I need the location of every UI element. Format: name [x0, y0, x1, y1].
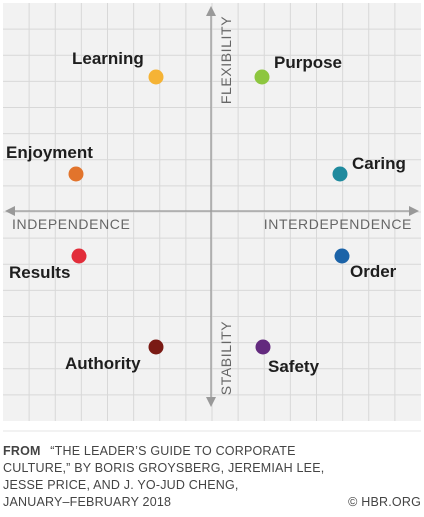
node-learning: Learning	[72, 49, 164, 85]
dot-authority	[148, 339, 164, 355]
arrow-down-icon	[206, 397, 216, 407]
label-enjoyment: Enjoyment	[6, 143, 93, 162]
axes	[5, 6, 419, 407]
node-caring: Caring	[332, 154, 406, 182]
node-order: Order	[334, 248, 397, 281]
axis-label-stability: STABILITY	[218, 321, 234, 395]
node-enjoyment: Enjoyment	[6, 143, 93, 182]
footer-line-4: JANUARY–FEBRUARY 2018	[3, 495, 171, 509]
footer-from: FROM	[3, 444, 41, 458]
dot-enjoyment	[68, 166, 84, 182]
node-results: Results	[9, 248, 87, 282]
node-purpose: Purpose	[254, 53, 342, 85]
node-authority: Authority	[65, 339, 164, 373]
node-safety: Safety	[255, 339, 320, 376]
label-safety: Safety	[268, 357, 320, 376]
svg-text:FROM “THE LEADER’S GUIDE: FROM “THE LEADER’S GUIDE TO CORPORATE	[3, 444, 296, 458]
dot-safety	[255, 339, 271, 355]
arrow-left-icon	[5, 206, 15, 216]
dot-learning	[148, 69, 164, 85]
label-learning: Learning	[72, 49, 144, 68]
dot-results	[71, 248, 87, 264]
dot-caring	[332, 166, 348, 182]
label-caring: Caring	[352, 154, 406, 173]
label-results: Results	[9, 263, 70, 282]
label-order: Order	[350, 262, 397, 281]
footer-line-2: CULTURE,” BY BORIS GROYSBERG, JEREMIAH L…	[3, 461, 324, 475]
axis-label-flexibility: FLEXIBILITY	[218, 16, 234, 104]
axis-label-interdependence: INTERDEPENDENCE	[264, 216, 412, 232]
footer-copyright: © HBR.ORG	[348, 495, 421, 509]
source-credit: FROM “THE LEADER’S GUIDE TO CORPORATE CU…	[3, 444, 421, 509]
arrow-up-icon	[206, 6, 216, 16]
dot-purpose	[254, 69, 270, 85]
axis-label-independence: INDEPENDENCE	[12, 216, 130, 232]
dot-order	[334, 248, 350, 264]
footer-line-1: “THE LEADER’S GUIDE TO CORPORATE	[50, 444, 295, 458]
footer-line-3: JESSE PRICE, AND J. YO-JUD CHENG,	[3, 478, 239, 492]
label-authority: Authority	[65, 354, 141, 373]
label-purpose: Purpose	[274, 53, 342, 72]
arrow-right-icon	[409, 206, 419, 216]
